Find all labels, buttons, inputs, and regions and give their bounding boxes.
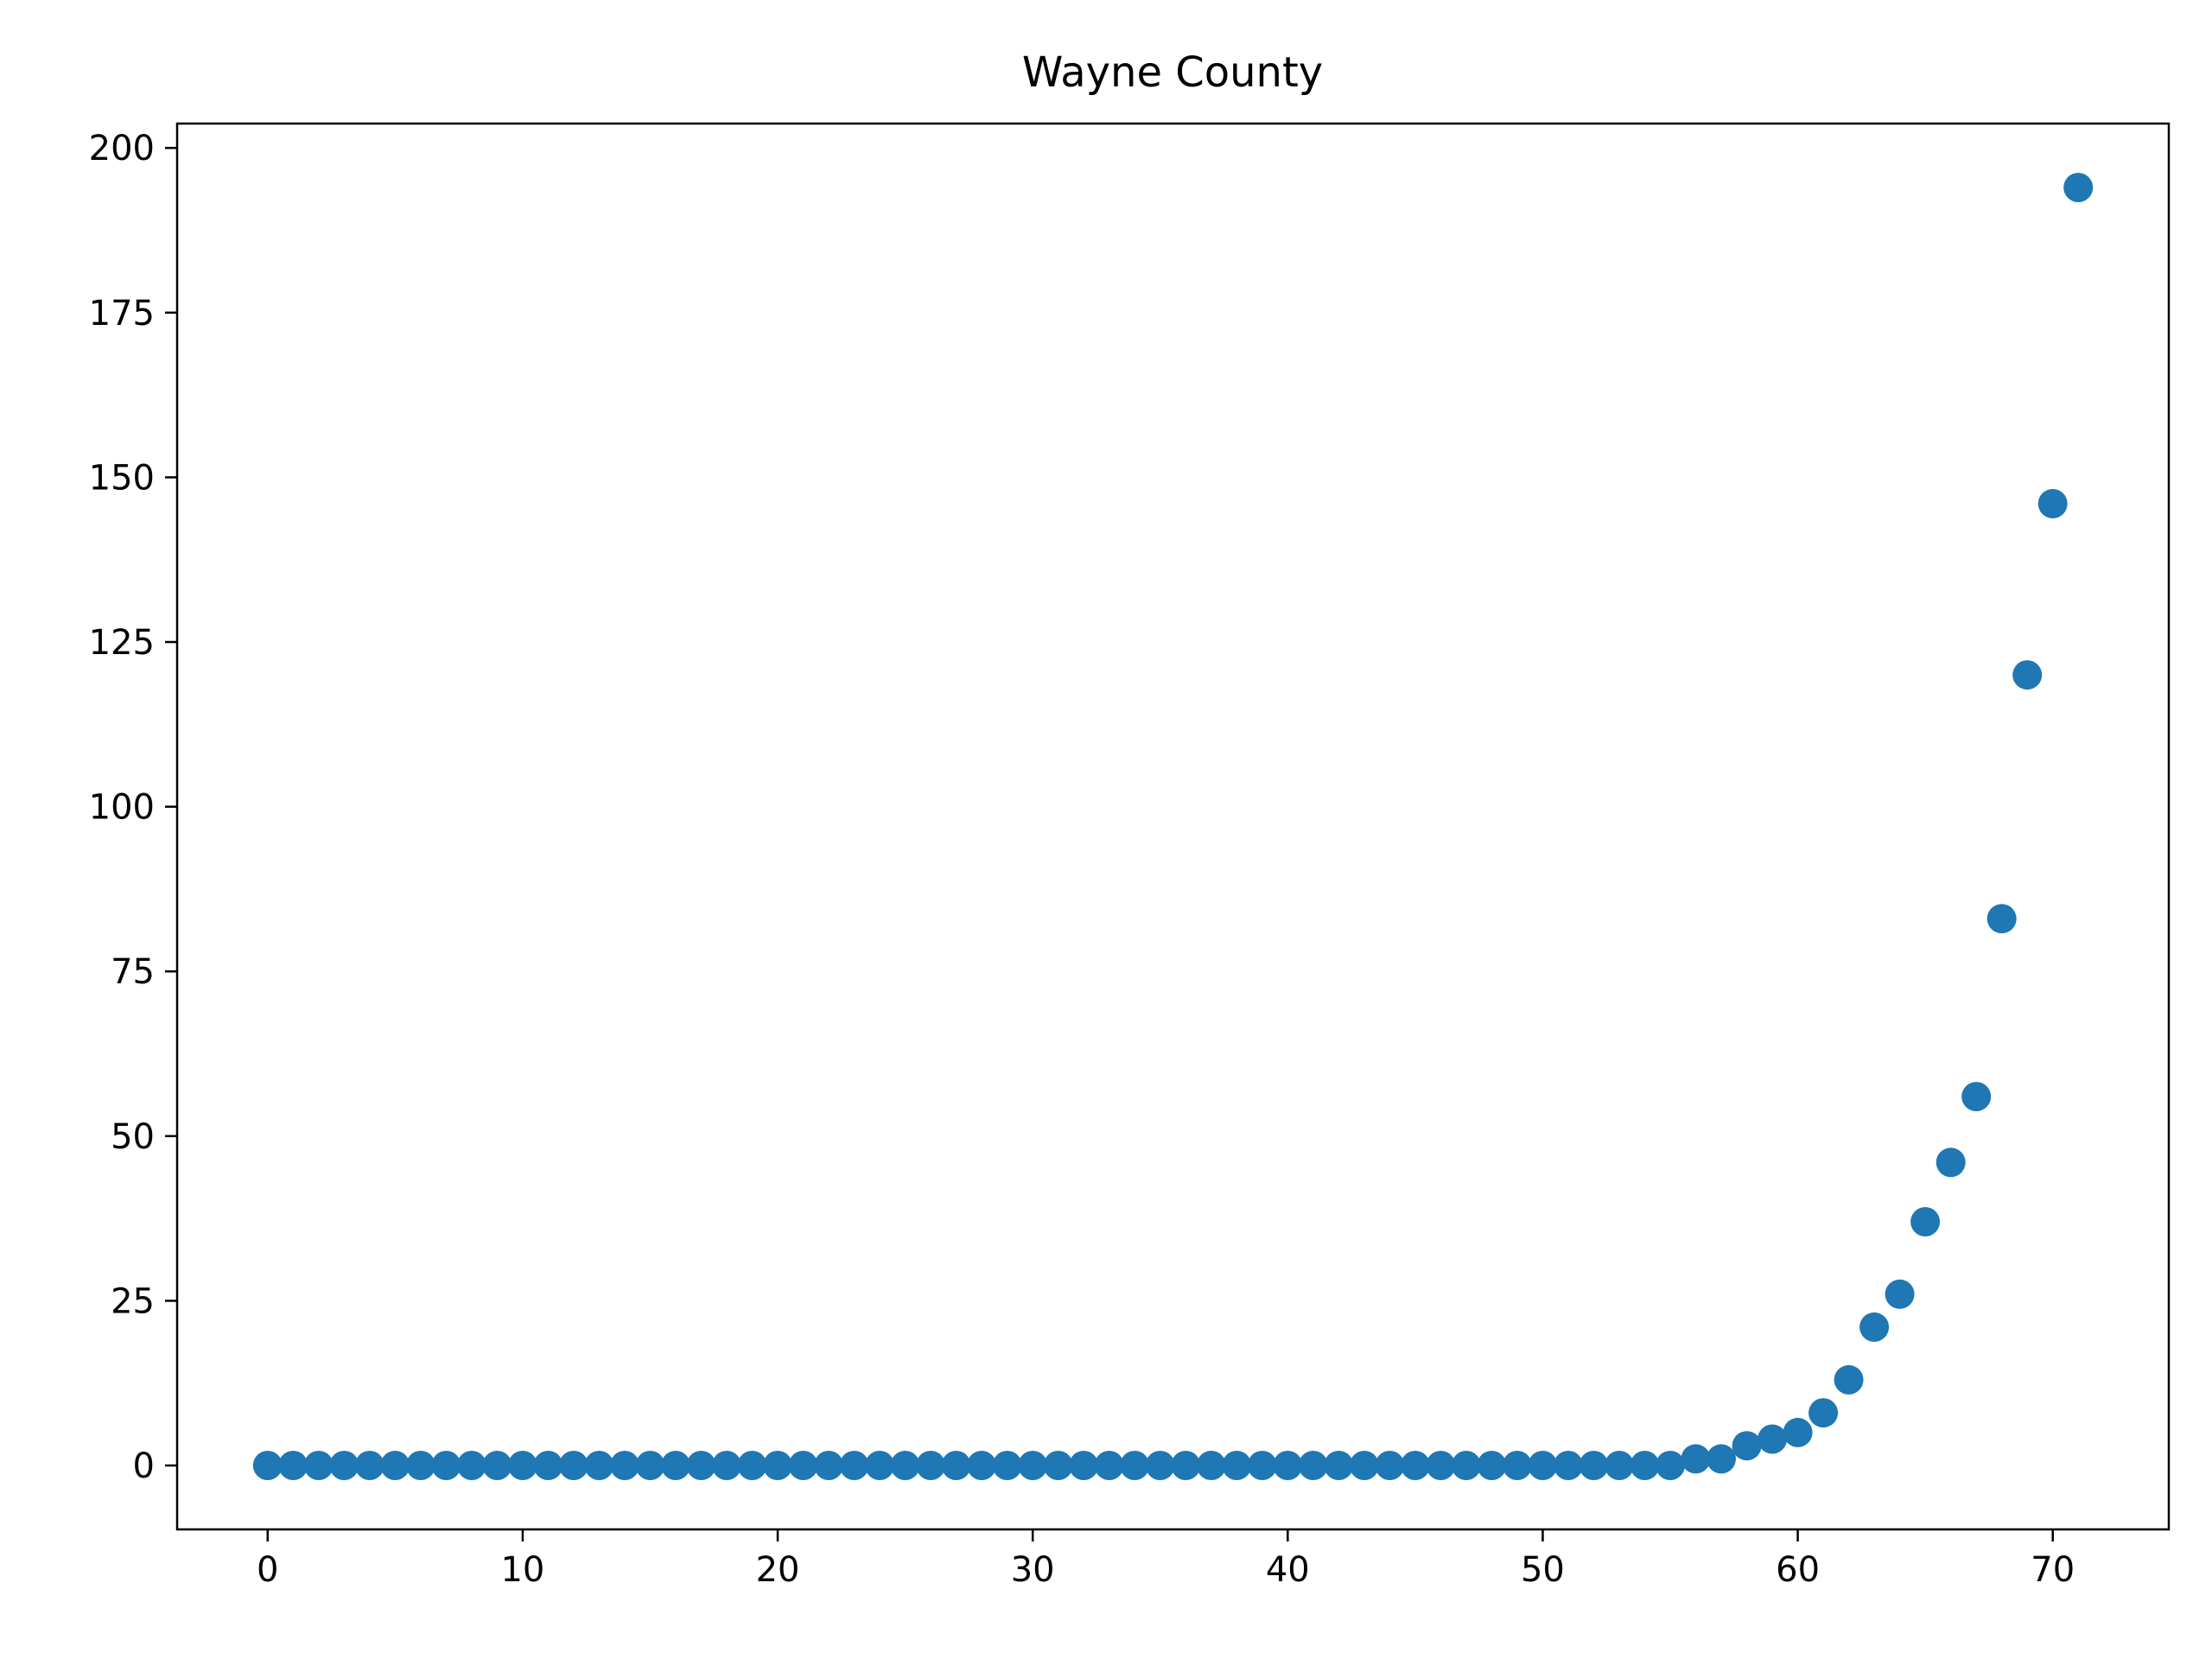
data-point [1681,1444,1711,1474]
plot-frame [175,122,2171,1531]
data-point [1349,1451,1379,1480]
data-point [1145,1451,1175,1480]
y-axis: 0 25 50 75 100 125 150 175 200 [89,129,177,1486]
data-point [1120,1451,1150,1480]
data-point [1426,1451,1456,1480]
data-point [1400,1451,1430,1480]
x-tick-label: 10 [500,1550,544,1590]
data-point [1094,1451,1124,1480]
data-point [1043,1451,1073,1480]
data-point [941,1451,971,1480]
data-point [1808,1398,1839,1428]
data-point [1783,1417,1813,1447]
data-point [584,1451,614,1480]
x-tick-label: 70 [2031,1550,2075,1590]
data-point [814,1451,844,1480]
y-tick-label: 75 [111,952,155,992]
data-point [1298,1451,1328,1480]
data-point [865,1451,895,1480]
data-point [1451,1451,1481,1480]
y-tick-label: 200 [89,129,155,168]
data-point [1554,1451,1583,1480]
x-tick-label: 30 [1011,1550,1055,1590]
data-point [1579,1451,1609,1480]
data-point [916,1451,946,1480]
data-point [737,1451,767,1480]
data-point [1502,1451,1532,1480]
y-tick-label: 125 [89,623,155,663]
x-tick-label: 0 [257,1550,278,1590]
data-point [1885,1279,1915,1309]
data-point [1859,1312,1890,1342]
data-point [1732,1431,1762,1461]
data-point [1247,1451,1277,1480]
x-tick-label: 20 [756,1550,800,1590]
data-point [763,1451,792,1480]
data-point [2063,173,2094,202]
x-tick-label: 50 [1521,1550,1565,1590]
y-tick-label: 25 [111,1281,155,1321]
data-point [252,1451,283,1480]
data-point [431,1451,461,1480]
y-tick-label: 150 [89,458,155,498]
data-point [1273,1451,1303,1480]
data-point [329,1451,359,1480]
x-tick-label: 40 [1266,1550,1310,1590]
data-point [1758,1424,1788,1454]
data-point [303,1451,334,1480]
data-point [533,1451,563,1480]
data-point [507,1451,537,1480]
data-point [610,1451,639,1480]
data-point [1656,1451,1685,1480]
data-point [1936,1147,1966,1178]
data-point [712,1451,741,1480]
data-point [992,1451,1022,1480]
data-point [482,1451,512,1480]
data-point [456,1451,486,1480]
data-point [1630,1451,1660,1480]
data-point [1375,1451,1405,1480]
y-tick-label: 0 [133,1446,155,1486]
data-point [558,1451,588,1480]
data-point [686,1451,716,1480]
data-point [1605,1451,1634,1480]
data-point [278,1451,308,1480]
data-point [661,1451,690,1480]
data-point [1986,904,2017,934]
data-point [839,1451,869,1480]
data-point [1910,1207,1941,1236]
data-point [354,1451,385,1480]
data-point [405,1451,435,1480]
data-point [788,1451,818,1480]
data-point [967,1451,997,1480]
data-point [1222,1451,1252,1480]
data-point [1707,1444,1736,1474]
data-point [1477,1451,1507,1480]
y-tick-label: 175 [89,294,155,334]
data-point [2037,488,2068,518]
chart-title: Wayne County [1022,48,1323,97]
data-point [1834,1364,1864,1395]
data-point [2012,660,2043,690]
x-axis: 0 10 20 30 40 50 60 70 [257,1529,2075,1590]
data-point [1324,1451,1354,1480]
data-point [1196,1451,1226,1480]
data-point [1069,1451,1099,1480]
data-point [890,1451,920,1480]
x-tick-label: 60 [1776,1550,1820,1590]
y-tick-label: 100 [89,788,155,828]
data-points [252,173,2094,1480]
data-point [380,1451,410,1480]
data-point [1018,1451,1048,1480]
data-point [1961,1082,1992,1112]
data-point [635,1451,665,1480]
y-tick-label: 50 [111,1117,155,1157]
data-point [1171,1451,1201,1480]
data-point [1528,1451,1558,1480]
